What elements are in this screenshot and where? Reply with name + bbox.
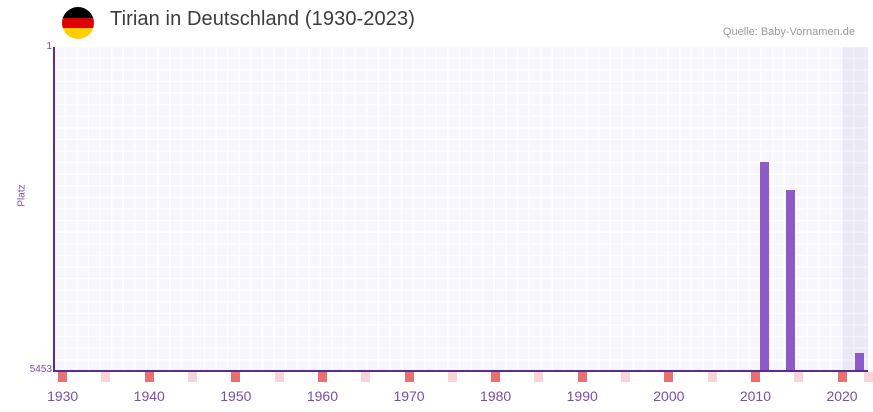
grid-lines <box>54 47 868 371</box>
x-axis-label-1930: 1930 <box>47 388 79 404</box>
x-tick-major-1970 <box>404 372 414 382</box>
y-axis-tick-top: 1 <box>46 41 52 52</box>
y-axis-title: Platz <box>16 184 28 207</box>
x-tick-minor-2023 <box>863 372 873 382</box>
bar-2011[interactable] <box>759 161 769 371</box>
x-tick-minor-1945 <box>188 372 198 382</box>
x-tick-minor-2015 <box>794 372 804 382</box>
page-title: Tirian in Deutschland (1930-2023) <box>110 8 415 30</box>
x-axis-label-2010: 2010 <box>739 388 771 404</box>
german-flag-icon <box>62 7 94 39</box>
x-tick-minor-1985 <box>534 372 544 382</box>
flag-band-red <box>62 17 94 29</box>
plot-area <box>54 47 868 371</box>
x-tick-major-2000 <box>664 372 674 382</box>
flag-band-black <box>62 7 94 18</box>
x-axis-label-1980: 1980 <box>480 388 512 404</box>
source-attribution: Quelle: Baby-Vornamen.de <box>722 26 855 38</box>
x-tick-major-1930 <box>58 372 68 382</box>
x-axis-label-1950: 1950 <box>220 388 252 404</box>
chart-header: Tirian in Deutschland (1930-2023) Quelle… <box>0 0 873 44</box>
x-tick-minor-1955 <box>274 372 284 382</box>
y-axis-tick-bottom: 5453 <box>29 364 52 375</box>
x-axis-label-1940: 1940 <box>133 388 165 404</box>
x-tick-minor-2005 <box>707 372 717 382</box>
x-axis-label-2020: 2020 <box>826 388 858 404</box>
x-tick-major-1940 <box>144 372 154 382</box>
shaded-future-region <box>842 47 868 371</box>
x-axis-label-1990: 1990 <box>566 388 598 404</box>
x-tick-major-1950 <box>231 372 241 382</box>
x-tick-minor-1965 <box>361 372 371 382</box>
x-tick-major-1980 <box>491 372 501 382</box>
x-tick-minor-1975 <box>447 372 457 382</box>
y-axis-line <box>53 47 55 372</box>
x-tick-major-1960 <box>317 372 327 382</box>
bar-2014[interactable] <box>785 189 795 371</box>
x-axis-line <box>54 370 868 372</box>
x-tick-major-1990 <box>577 372 587 382</box>
x-axis-label-1960: 1960 <box>306 388 339 404</box>
x-axis-label-1970: 1970 <box>393 388 425 404</box>
x-tick-major-2020 <box>837 372 847 382</box>
bar-2022[interactable] <box>854 353 864 371</box>
flag-band-gold <box>62 28 94 39</box>
x-tick-minor-1935 <box>101 372 111 382</box>
x-tick-major-2010 <box>750 372 760 382</box>
x-axis-label-2000: 2000 <box>653 388 685 404</box>
x-tick-minor-1995 <box>621 372 631 382</box>
